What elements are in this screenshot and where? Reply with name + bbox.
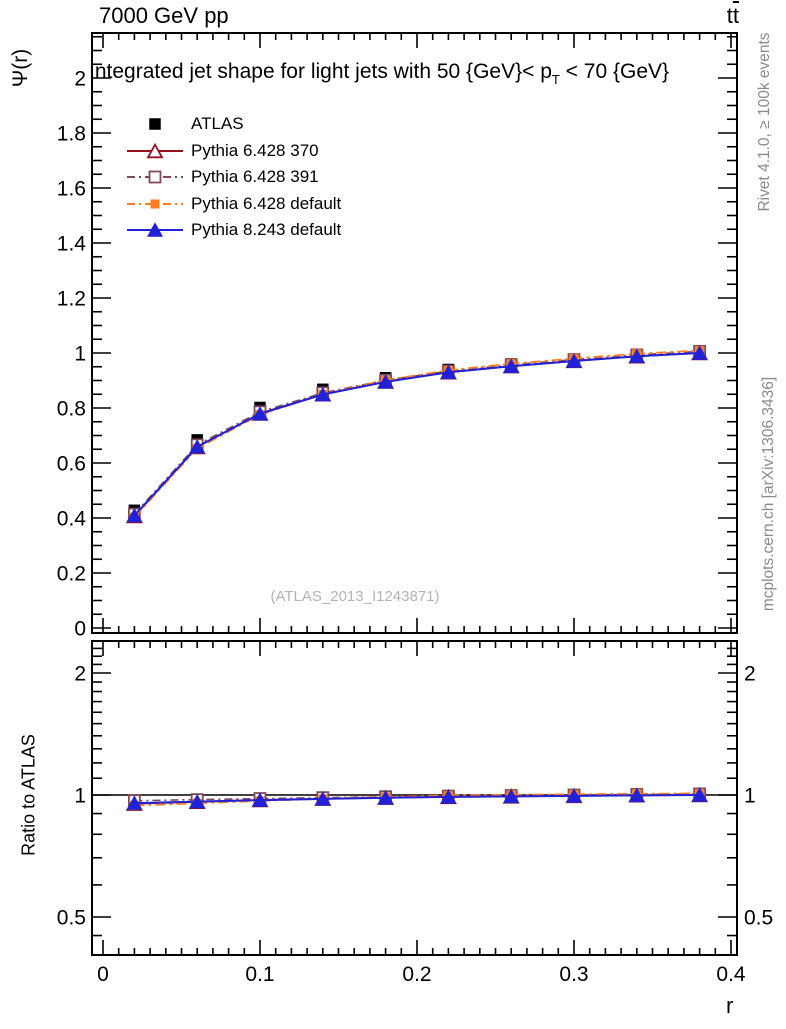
tick-label: 2: [744, 663, 756, 686]
data-marker: [126, 795, 143, 810]
data-marker: [691, 345, 708, 360]
tick-label: 1.6: [57, 178, 86, 201]
tick-label: 0.6: [57, 453, 86, 476]
tick-label: 1: [74, 785, 86, 808]
data-marker: [503, 358, 520, 373]
plot-title-post: < 70 {GeV}: [559, 60, 670, 83]
tick-label: 0.5: [744, 907, 773, 930]
tick-label: 1.4: [57, 233, 87, 256]
data-marker: [628, 348, 645, 364]
legend-item-atlas: ATLAS: [126, 111, 341, 138]
data-marker: [146, 142, 164, 158]
data-marker: [440, 364, 457, 380]
data-marker: [628, 787, 645, 803]
legend-label: Pythia 6.428 370: [191, 140, 319, 160]
data-marker: [150, 199, 160, 209]
data-marker: [149, 118, 161, 130]
data-marker: [126, 507, 143, 523]
data-marker: [251, 792, 269, 807]
tick-label: 0.5: [57, 907, 86, 930]
series-main-atlas: [128, 347, 706, 517]
process-label-tbar: t: [732, 3, 739, 28]
legend: ATLAS Pythia 6.428 370 Pythia 6.428 391 …: [126, 111, 341, 244]
data-marker: [314, 791, 331, 806]
tick-label: 1: [744, 785, 756, 808]
legend-item-pythia6-391: Pythia 6.428 391: [126, 164, 341, 191]
tick-label: 1.2: [57, 288, 86, 311]
data-marker: [565, 353, 583, 368]
series-line: [133, 352, 700, 517]
series-ratio-pythia-6-428-default: [129, 788, 705, 811]
series-main-pythia-6-428-370: [125, 344, 709, 524]
mcplots-source-note: mcplots.cern.ch [arXiv:1306.3436]: [760, 376, 777, 612]
y-axis-title: Ψ(r): [9, 48, 32, 88]
data-marker: [148, 170, 162, 184]
tick-label: 0.2: [402, 963, 431, 986]
series-line: [133, 350, 700, 515]
tick-label: 0.2: [57, 563, 86, 586]
data-marker: [314, 386, 331, 402]
series-line: [134, 794, 700, 805]
tick-label: 0: [97, 963, 109, 986]
plot-title-pre: Integrated jet shape for light jets with…: [89, 60, 552, 83]
data-marker: [440, 789, 457, 804]
data-marker: [189, 793, 206, 809]
legend-label: Pythia 6.428 391: [191, 167, 319, 187]
tick-label: 0.1: [245, 963, 274, 986]
tick-labels: 0 0.2 0.4 0.6 0.8 1 1.2 1.4 1.6 1.8 2 0.5 0.5 1 1 2 2 0 0.…: [57, 68, 773, 987]
series-main-pythia-8-243-default: [126, 345, 708, 523]
data-marker: [565, 788, 583, 803]
legend-marker-pythia6-370-icon: [126, 141, 184, 161]
tick-label: 1: [74, 343, 86, 366]
legend-marker-pythia6-default-icon: [126, 194, 184, 214]
series-line: [133, 349, 700, 518]
legend-marker-atlas-icon: [126, 114, 184, 134]
process-label-t: t: [726, 3, 733, 28]
tick-label: 0.4: [57, 508, 87, 531]
process-label: tt: [727, 3, 739, 29]
tick-label: 1.8: [57, 123, 86, 146]
analysis-watermark: (ATLAS_2013_I1243871): [270, 588, 440, 605]
ratio-panel-frame: [91, 640, 738, 956]
legend-marker-pythia8-default-icon: [126, 220, 184, 240]
tick-label: 0: [74, 618, 86, 641]
main-panel-frame: [91, 32, 738, 634]
data-marker: [377, 374, 394, 389]
data-marker: [251, 406, 269, 421]
tick-label: 0.3: [559, 963, 588, 986]
legend-label: ATLAS: [191, 114, 244, 134]
data-marker: [691, 787, 708, 802]
legend-item-pythia6-370: Pythia 6.428 370: [126, 138, 341, 165]
plot-title-sub: T: [551, 72, 560, 87]
series-main-pythia-6-428-391: [127, 344, 706, 521]
tick-label: 0.8: [57, 398, 86, 421]
legend-item-pythia8-default: Pythia 8.243 default: [126, 217, 341, 244]
plot-title: Integrated jet shape for light jets with…: [89, 60, 735, 88]
legend-label: Pythia 6.428 default: [191, 193, 342, 213]
data-marker: [503, 788, 520, 804]
rivet-version-note: Rivet 4.1.0, ≥ 100k events: [756, 32, 773, 212]
label-clip-patch: [50, 635, 88, 641]
tick-label: 2: [74, 68, 86, 91]
data-marker: [377, 790, 394, 805]
series-main-pythia-6-428-default: [129, 346, 705, 522]
legend-marker-pythia6-391-icon: [126, 167, 184, 187]
legend-label: Pythia 8.243 default: [191, 220, 342, 240]
tick-label: 2: [74, 663, 86, 686]
series-line: [134, 792, 700, 807]
data-marker: [189, 439, 206, 454]
data-marker: [146, 222, 164, 238]
x-axis-title: r: [726, 993, 734, 1018]
beam-energy-label: 7000 GeV pp: [99, 3, 229, 28]
axis-ticks: [92, 33, 737, 955]
tick-label: 0.4: [716, 963, 746, 986]
legend-item-pythia6-default: Pythia 6.428 default: [126, 191, 341, 218]
series-ratio-pythia-8-243-default: [126, 787, 708, 810]
ratio-axis-title: Ratio to ATLAS: [18, 734, 39, 856]
